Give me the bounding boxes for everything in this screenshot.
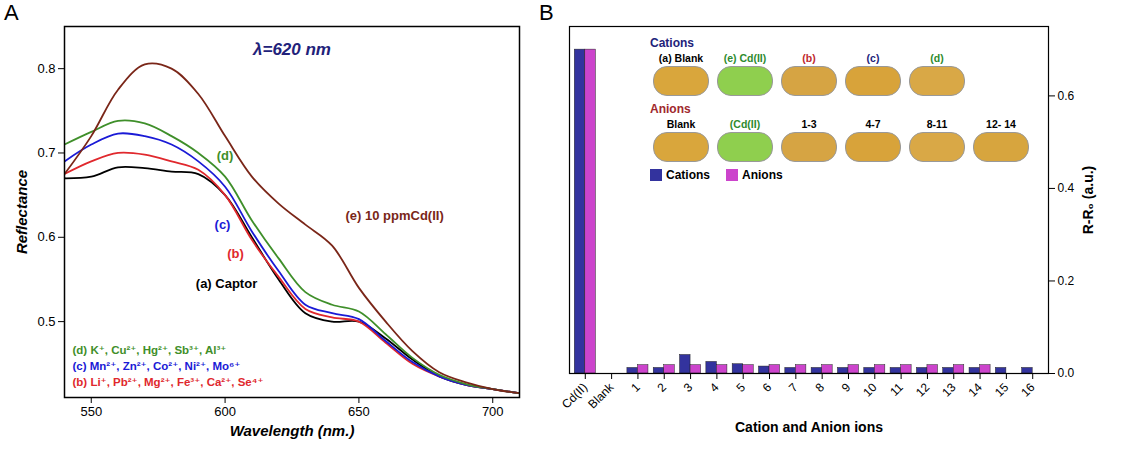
svg-text:(b) Li⁺, Pb²⁺, Mg²⁺, Fe³⁺, Ca²: (b) Li⁺, Pb²⁺, Mg²⁺, Fe³⁺, Ca²⁺, Se⁴⁺	[73, 376, 264, 388]
html-text:(b): (b)	[802, 52, 816, 64]
html-text:Anions: Anions	[742, 168, 783, 182]
svg-text:λ=620 nm: λ=620 nm	[252, 40, 331, 59]
svg-text:14: 14	[966, 380, 986, 400]
html-text:4-7: 4-7	[865, 118, 881, 130]
svg-text:9: 9	[839, 380, 854, 395]
svg-text:13: 13	[939, 380, 959, 400]
svg-text:Cation and Anion ions: Cation and Anion ions	[735, 419, 883, 435]
svg-text:10: 10	[860, 380, 880, 400]
html-text:12- 14: 12- 14	[986, 118, 1016, 130]
html-text:(d): (d)	[930, 52, 944, 64]
svg-text:(c): (c)	[215, 217, 231, 232]
svg-text:0.6: 0.6	[1058, 89, 1075, 103]
svg-text:Reflectance: Reflectance	[13, 170, 30, 254]
svg-text:550: 550	[80, 404, 102, 419]
svg-text:Cd(II): Cd(II)	[559, 380, 590, 411]
svg-text:8: 8	[812, 380, 827, 395]
html-text:8-11: 8-11	[926, 118, 948, 130]
svg-text:(d) K⁺, Cu²⁺, Hg²⁺, Sb³⁺, Al³⁺: (d) K⁺, Cu²⁺, Hg²⁺, Sb³⁺, Al³⁺	[73, 344, 227, 356]
html-text:B: B	[539, 0, 554, 25]
html-text:(Cd(II): (Cd(II)	[729, 118, 761, 130]
svg-text:0.0: 0.0	[1058, 366, 1075, 380]
svg-text:3: 3	[681, 380, 696, 395]
svg-text:Blank: Blank	[585, 380, 617, 412]
svg-text:(e) 10 ppmCd(II): (e) 10 ppmCd(II)	[346, 208, 444, 223]
html-text:1-3: 1-3	[801, 118, 817, 130]
svg-text:7: 7	[786, 380, 801, 395]
html-text:Cations: Cations	[650, 36, 694, 50]
svg-text:700: 700	[482, 404, 504, 419]
svg-text:0.7: 0.7	[37, 145, 55, 160]
svg-text:0.2: 0.2	[1058, 274, 1075, 288]
html-text:Cations: Cations	[666, 168, 710, 182]
svg-text:600: 600	[214, 404, 236, 419]
svg-text:Wavelength (nm.): Wavelength (nm.)	[230, 422, 355, 439]
svg-text:650: 650	[348, 404, 370, 419]
html-text:Blank: Blank	[666, 118, 696, 130]
svg-text:5: 5	[733, 380, 748, 395]
svg-text:R-R₀ (a.u.): R-R₀ (a.u.)	[1080, 166, 1096, 235]
svg-text:4: 4	[707, 380, 722, 395]
svg-text:0.4: 0.4	[1058, 181, 1075, 195]
svg-text:2: 2	[654, 380, 669, 395]
html-text:Anions: Anions	[650, 102, 691, 116]
svg-text:12: 12	[913, 380, 933, 400]
html-text:(c): (c)	[866, 52, 880, 64]
svg-text:6: 6	[760, 380, 775, 395]
svg-text:(b): (b)	[227, 246, 244, 261]
svg-text:0.5: 0.5	[37, 314, 55, 329]
svg-text:16: 16	[1018, 380, 1038, 400]
svg-text:15: 15	[992, 380, 1012, 400]
svg-text:11: 11	[887, 380, 906, 399]
svg-text:0.6: 0.6	[37, 229, 55, 244]
html-text:A: A	[4, 0, 19, 25]
html-text:(a) Blank: (a) Blank	[658, 52, 704, 64]
html-text:(e) Cd(II): (e) Cd(II)	[723, 52, 767, 64]
svg-text:0.8: 0.8	[37, 61, 55, 76]
svg-text:1: 1	[628, 380, 643, 395]
svg-text:(a) Captor: (a) Captor	[196, 276, 257, 291]
svg-text:(c) Mn²⁺, Zn²⁺, Co²⁺, Ni²⁺, Mo: (c) Mn²⁺, Zn²⁺, Co²⁺, Ni²⁺, Mo⁶⁺	[73, 360, 241, 372]
svg-text:(d): (d)	[217, 148, 234, 163]
